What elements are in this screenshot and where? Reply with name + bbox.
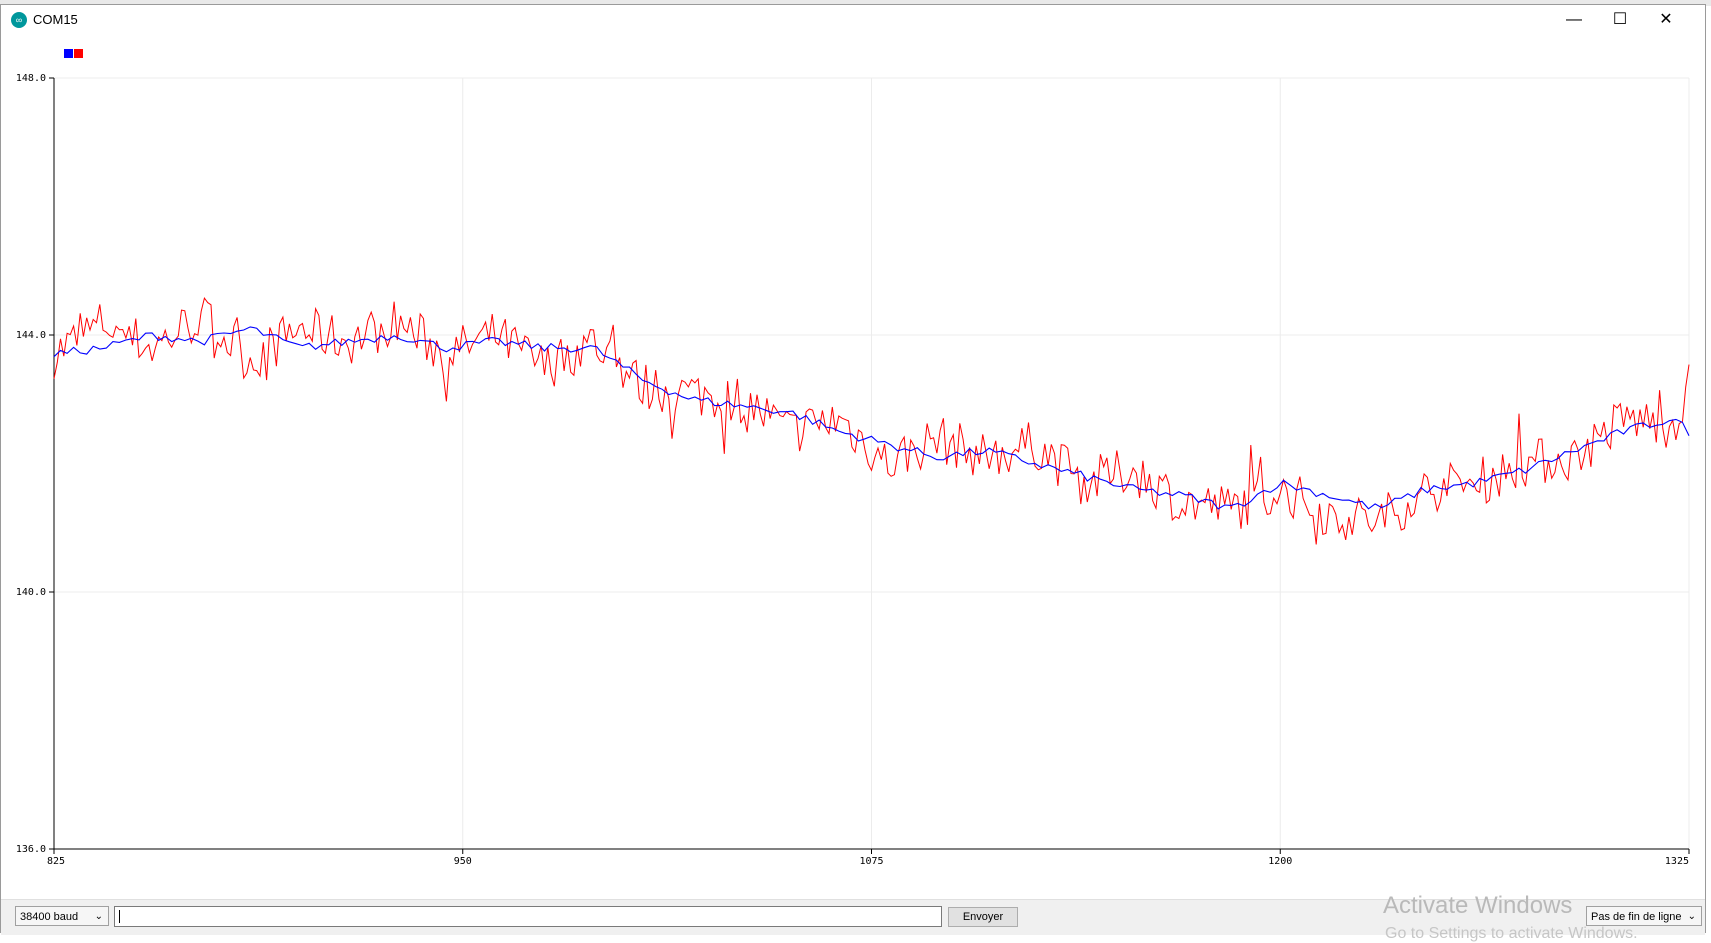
send-input[interactable] xyxy=(114,906,942,927)
baud-rate-value: 38400 baud xyxy=(20,911,79,923)
x-tick-label: 825 xyxy=(47,856,65,867)
text-caret xyxy=(119,910,120,924)
x-tick-label: 1325 xyxy=(1665,856,1689,867)
activation-watermark: Activate Windows xyxy=(1383,892,1573,919)
y-tick-label: 144.0 xyxy=(16,330,46,341)
y-tick-label: 148.0 xyxy=(16,73,46,84)
y-tick-label: 140.0 xyxy=(16,587,46,598)
minimize-button[interactable]: — xyxy=(1566,11,1582,28)
maximize-button[interactable]: ☐ xyxy=(1612,11,1628,28)
x-tick-label: 1075 xyxy=(859,856,883,867)
arduino-icon: ∞ xyxy=(11,12,27,28)
serial-plotter-window: ∞ COM15 — ☐ ✕ 136.0 140.0 144.0 148.0 825 950… xyxy=(0,4,1706,942)
y-tick-label: 136.0 xyxy=(16,844,46,855)
legend xyxy=(64,45,84,63)
close-button[interactable]: ✕ xyxy=(1659,11,1673,28)
chevron-down-icon: ⌄ xyxy=(94,911,103,922)
background-browser-strip xyxy=(0,0,1711,6)
series-red-line xyxy=(53,296,1690,545)
x-tick-label: 1200 xyxy=(1268,856,1292,867)
chevron-down-icon: ⌄ xyxy=(1687,911,1696,922)
line-ending-value: Pas de fin de ligne xyxy=(1591,911,1682,923)
x-tick-label: 950 xyxy=(454,856,472,867)
legend-swatch-red xyxy=(74,49,83,58)
plot-area: 136.0 140.0 144.0 148.0 825 950 1075 1200 1325 xyxy=(16,73,1690,867)
series-blue-line xyxy=(53,326,1690,510)
baud-rate-select[interactable]: 38400 baud ⌄ xyxy=(15,906,109,926)
legend-swatch-blue xyxy=(64,49,73,58)
activation-watermark-sub: Go to Settings to activate Windows. xyxy=(1385,925,1638,942)
window-title: COM15 xyxy=(33,12,78,27)
line-ending-select[interactable]: Pas de fin de ligne ⌄ xyxy=(1586,906,1702,926)
title-bar: ∞ COM15 — ☐ ✕ xyxy=(1,5,1705,35)
bottom-toolbar: 38400 baud ⌄ Envoyer Pas de fin de ligne… xyxy=(1,899,1705,935)
send-button[interactable]: Envoyer xyxy=(948,907,1018,927)
